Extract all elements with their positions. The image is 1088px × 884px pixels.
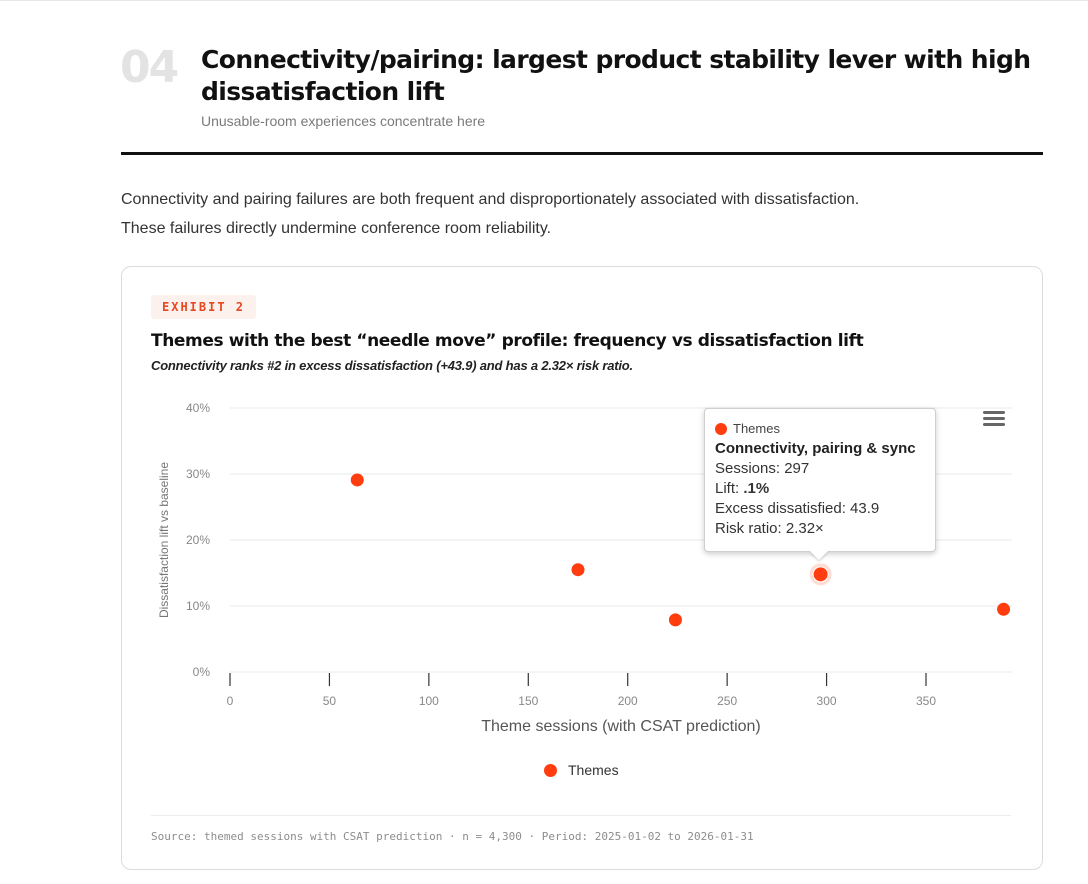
x-tick-label: 300 — [817, 694, 837, 708]
hamburger-bar — [983, 417, 1005, 420]
hamburger-bar — [983, 423, 1005, 426]
tooltip-series: Themes — [715, 419, 925, 439]
y-axis-label: Dissatisfaction lift vs baseline — [157, 462, 171, 618]
tooltip-series-label: Themes — [733, 421, 780, 436]
legend-label: Themes — [568, 762, 619, 778]
x-tick-label: 150 — [518, 694, 538, 708]
legend-item-themes[interactable]: Themes — [544, 762, 619, 778]
source-divider — [151, 815, 1011, 816]
x-tick-label: 250 — [717, 694, 737, 708]
series-dot-icon — [715, 423, 727, 435]
tooltip-pointer — [810, 551, 828, 560]
x-tick-label: 350 — [916, 694, 936, 708]
y-tick-label: 40% — [186, 401, 210, 415]
y-tick-label: 10% — [186, 599, 210, 613]
tooltip-theme-name: Connectivity, pairing & sync — [715, 440, 916, 457]
legend-dot-icon — [544, 763, 557, 777]
source-note: Source: themed sessions with CSAT predic… — [151, 830, 754, 843]
tooltip-sessions: Sessions: 297 — [715, 460, 810, 477]
x-tick-label: 200 — [618, 694, 638, 708]
chart-menu-button[interactable] — [983, 411, 1005, 431]
chart-title: Themes with the best “needle move” profi… — [151, 331, 864, 351]
x-tick-label: 100 — [419, 694, 439, 708]
tooltip-lift: Lift: .1% — [715, 479, 925, 499]
top-divider — [0, 0, 1088, 1]
data-point — [997, 602, 1011, 616]
intro-paragraph: Connectivity and pairing failures are bo… — [121, 191, 860, 237]
data-point-highlighted — [812, 566, 829, 583]
y-tick-label: 30% — [186, 467, 210, 481]
section-number: 04 — [120, 42, 179, 93]
tooltip-excess: Excess dissatisfied: 43.9 — [715, 500, 880, 517]
y-tick-label: 20% — [186, 533, 210, 547]
tooltip-risk: Risk ratio: 2.32× — [715, 520, 824, 537]
chart-subtitle: Connectivity ranks #2 in excess dissatis… — [151, 358, 633, 373]
y-tick-label: 0% — [193, 665, 211, 679]
data-point — [350, 473, 364, 487]
section-title: Connectivity/pairing: largest product st… — [201, 45, 1031, 106]
section-subtitle: Unusable-room experiences concentrate he… — [201, 113, 486, 129]
x-tick-label: 0 — [227, 694, 234, 708]
section-rule — [121, 152, 1043, 155]
data-point — [668, 613, 682, 627]
tooltip-lift-value: .1% — [743, 480, 770, 497]
hamburger-menu-icon — [983, 411, 1005, 414]
x-axis-label: Theme sessions (with CSAT prediction) — [481, 718, 761, 735]
chart-tooltip: Themes Connectivity, pairing & sync Sess… — [704, 408, 936, 552]
tooltip-lift-label: Lift: — [715, 480, 744, 497]
x-tick-label: 50 — [323, 694, 337, 708]
exhibit-badge: EXHIBIT 2 — [151, 295, 257, 319]
data-point — [571, 563, 585, 577]
